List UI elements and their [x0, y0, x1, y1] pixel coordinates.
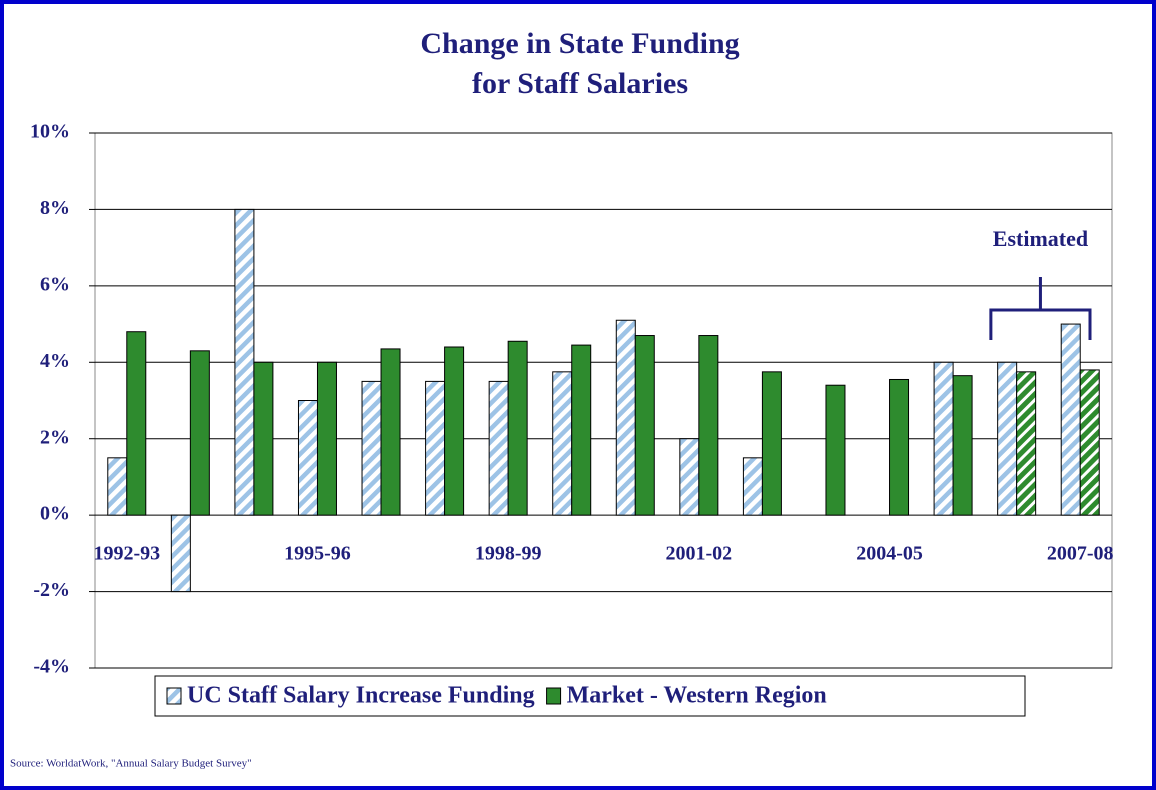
bar: [761, 371, 782, 516]
bar: [316, 361, 337, 516]
chart-title: Change in State Funding: [420, 27, 739, 60]
bar: [1079, 369, 1100, 516]
y-tick-label: 6%: [40, 273, 70, 295]
bar: [107, 457, 128, 516]
bar: [952, 375, 973, 516]
bar: [170, 514, 191, 593]
bar: [380, 348, 401, 516]
y-tick-label: 4%: [40, 350, 70, 372]
source: Source: WorldatWork, "Annual Salary Budg…: [10, 758, 252, 770]
legend-label: Market - Western Region: [567, 683, 827, 709]
bar: [615, 319, 636, 516]
bar: [679, 438, 700, 516]
bar: [126, 331, 147, 516]
legend-swatch: [546, 687, 562, 705]
y-tick-label: -4%: [33, 656, 70, 678]
y-tick-label: -2%: [33, 579, 70, 601]
x-tick-label: 1998-99: [475, 543, 542, 565]
bar: [933, 361, 954, 516]
x-tick-label: 2001-02: [666, 543, 733, 565]
chart-title: for Staff Salaries: [472, 67, 688, 100]
x-tick-label: 1992-93: [93, 543, 160, 565]
x-tick-label: 1995-96: [284, 543, 351, 565]
bar: [1016, 371, 1037, 516]
bar: [507, 340, 528, 516]
x-tick-label: 2007-08: [1047, 543, 1114, 565]
bar: [634, 335, 655, 516]
bar: [234, 208, 255, 516]
legend-label: UC Staff Salary Increase Funding: [187, 683, 535, 709]
bar: [425, 380, 446, 516]
bar: [1060, 323, 1081, 516]
annotation: Estimated: [993, 226, 1088, 251]
y-tick-label: 0%: [40, 503, 70, 525]
bar: [825, 384, 846, 516]
bar: [253, 361, 274, 516]
bar: [552, 371, 573, 516]
bar: [297, 400, 318, 516]
y-tick-label: 2%: [40, 426, 70, 448]
bar: [698, 335, 719, 516]
bar: [742, 457, 763, 516]
legend-box: [154, 675, 1026, 717]
bar: [889, 378, 910, 516]
bar: [361, 380, 382, 516]
bar: [444, 346, 465, 516]
y-tick-label: 8%: [40, 197, 70, 219]
bar: [189, 350, 210, 516]
legend-swatch: [166, 687, 182, 705]
x-tick-label: 2004-05: [856, 543, 923, 565]
bar: [571, 344, 592, 516]
bracket: [989, 277, 1092, 340]
y-tick-label: 10%: [30, 121, 70, 143]
bar: [997, 361, 1018, 516]
bar: [488, 380, 509, 516]
